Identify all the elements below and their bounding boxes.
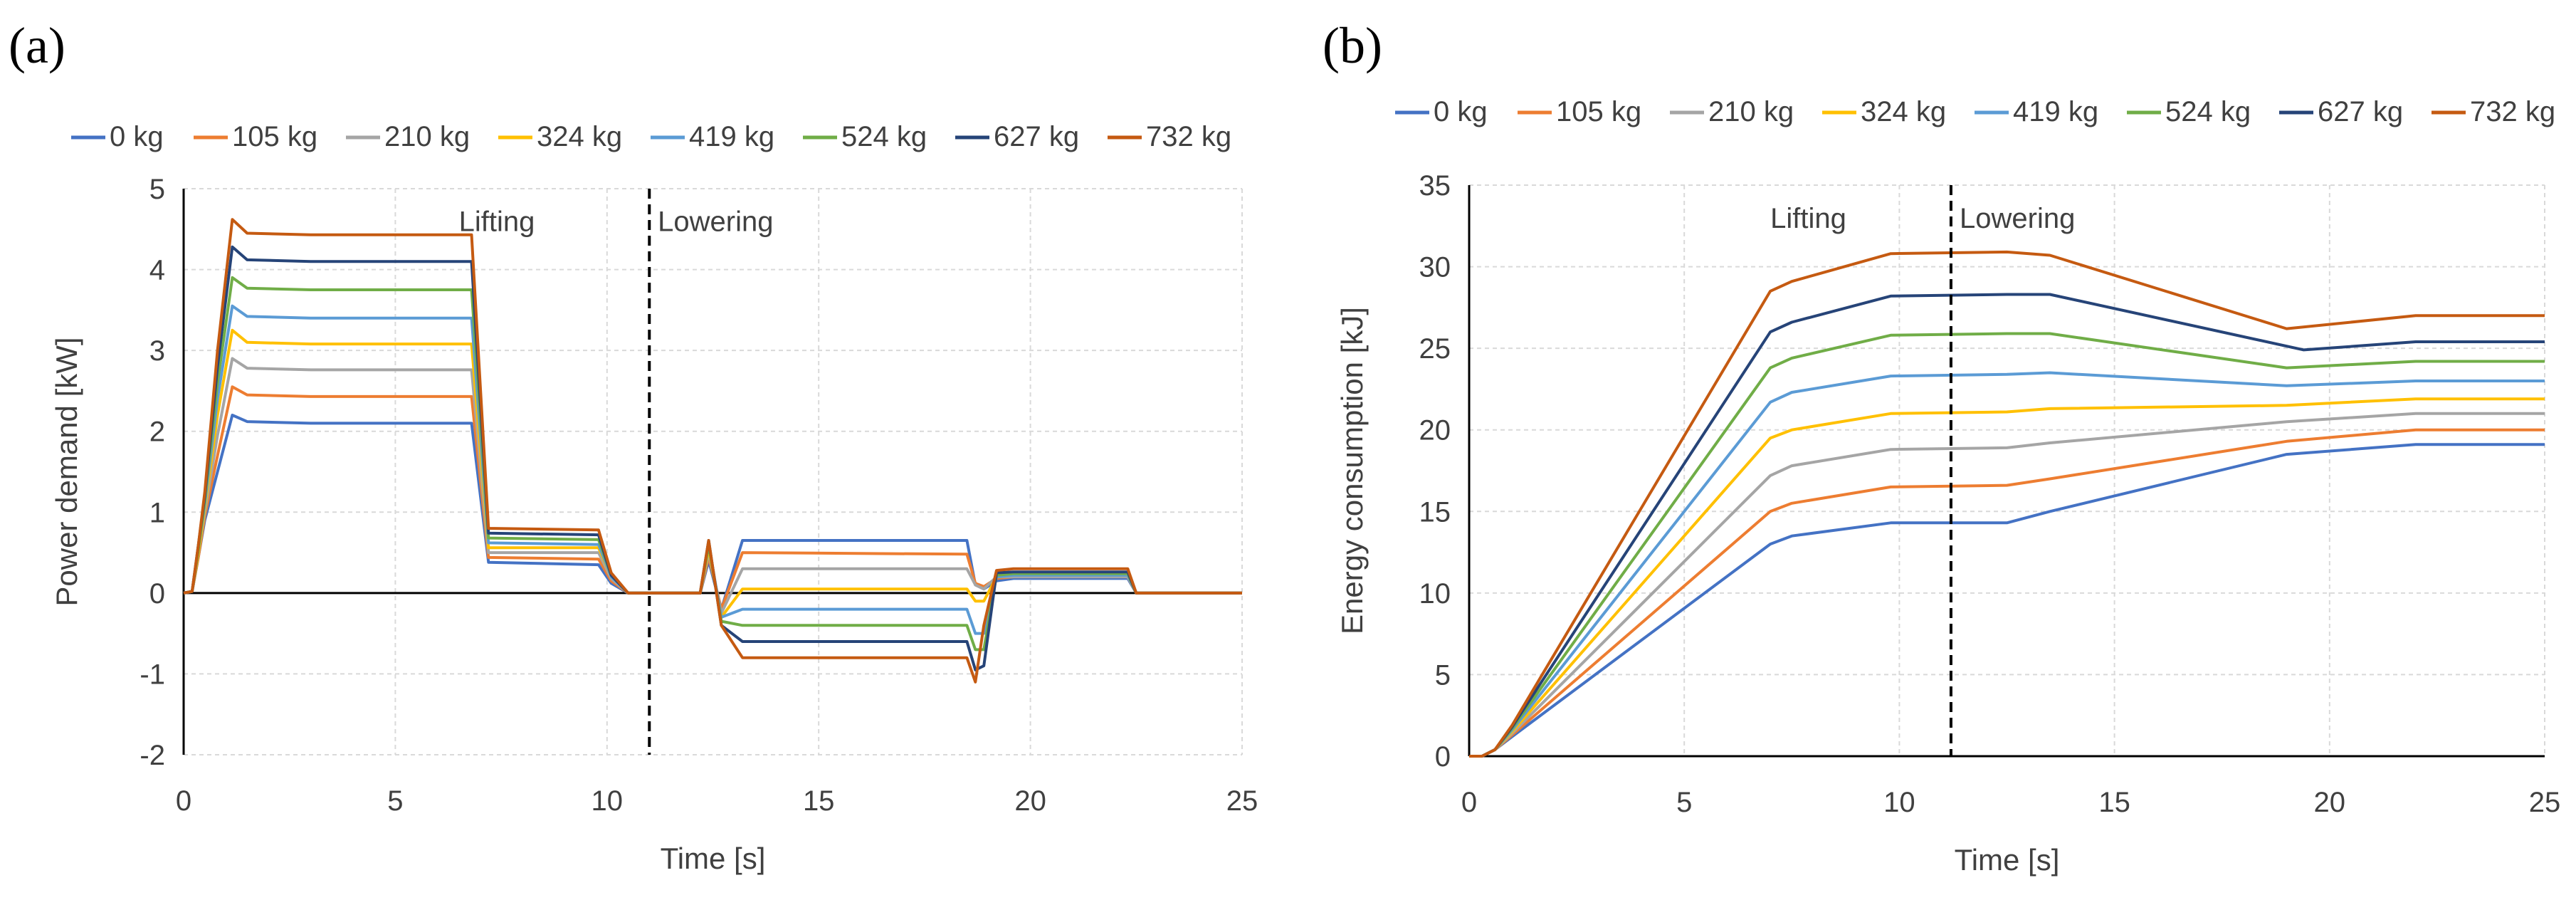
chart-a-legend: 0 kg 105 kg 210 kg 324 kg 419 kg 524 kg 627 kg… xyxy=(71,121,1231,152)
chart-a-ytick-label-0: -2 xyxy=(140,740,165,771)
chart-a-ytick-label-2: 0 xyxy=(149,578,165,610)
chart-a-line-627kg xyxy=(183,245,1242,671)
chart-a-ytick-label-6: 4 xyxy=(149,255,165,286)
chart-a-legend-label-2: 210 kg xyxy=(384,121,470,152)
chart-b-legend-label-0: 0 kg xyxy=(1434,96,1488,127)
chart-b-line-210kg xyxy=(1469,412,2545,758)
chart-a-xtick-label-4: 20 xyxy=(1014,785,1046,817)
panel-b-label: (b) xyxy=(1323,17,1382,74)
chart-b-legend-label-3: 324 kg xyxy=(1861,96,1946,127)
panel-a: (a) -2 -1 0 1 2 3 4 5 0 5 10 15 20 25 Time [s] Power de… xyxy=(9,17,1258,875)
chart-b-line-732kg xyxy=(1469,250,2545,758)
panel-a-label: (a) xyxy=(9,17,65,74)
chart-a-xtick-label-0: 0 xyxy=(176,785,191,817)
chart-a-ytick-label-4: 2 xyxy=(149,417,165,448)
chart-b-legend-label-1: 105 kg xyxy=(1556,96,1641,127)
chart-b-xtick-label-1: 5 xyxy=(1676,787,1692,818)
chart-b-ytick-label-1: 5 xyxy=(1435,659,1451,691)
chart-b-legend-label-6: 627 kg xyxy=(2318,96,2403,127)
chart-a-xtick-label-3: 15 xyxy=(803,785,835,817)
chart-a-annotation-1: Lowering xyxy=(658,206,773,237)
chart-b-legend-label-4: 419 kg xyxy=(2013,96,2098,127)
chart-b-xtick-label-5: 25 xyxy=(2529,787,2561,818)
chart-b-line-105kg xyxy=(1469,428,2545,758)
chart-a-ytick-label-7: 5 xyxy=(149,174,165,205)
chart-b-ytick-label-5: 25 xyxy=(1419,333,1451,365)
chart-a-xtick-label-2: 10 xyxy=(592,785,624,817)
chart-b-legend-label-2: 210 kg xyxy=(1708,96,1794,127)
chart-b-annotation-1: Lowering xyxy=(1960,203,2075,234)
chart-a-ytick-label-5: 3 xyxy=(149,335,165,367)
chart-a-legend-label-7: 732 kg xyxy=(1146,121,1231,152)
chart-a-line-732kg xyxy=(183,218,1242,684)
chart-b-xtick-label-2: 10 xyxy=(1883,787,1915,818)
chart-a-legend-label-3: 324 kg xyxy=(537,121,622,152)
chart-a-legend-label-4: 419 kg xyxy=(689,121,774,152)
chart-a-legend-label-5: 524 kg xyxy=(841,121,927,152)
chart-a-xtick-label-1: 5 xyxy=(387,785,403,817)
chart-a-series xyxy=(183,218,1242,684)
chart-a-line-419kg xyxy=(183,304,1242,635)
chart-a-legend-label-0: 0 kg xyxy=(110,121,164,152)
chart-b-grid xyxy=(1468,184,2545,757)
chart-b-legend: 0 kg 105 kg 210 kg 324 kg 419 kg 524 kg 627 kg… xyxy=(1395,96,2555,127)
chart-a-legend-label-6: 627 kg xyxy=(994,121,1079,152)
chart-a-ytick-label-1: -1 xyxy=(140,659,165,690)
chart-a-xlabel: Time [s] xyxy=(661,842,766,875)
chart-b-ytick-label-4: 20 xyxy=(1419,415,1451,446)
chart-a-grid xyxy=(183,188,1243,755)
chart-a-ytick-label-3: 1 xyxy=(149,497,165,528)
panel-b: (b) 0 5 10 15 20 25 30 35 0 5 10 15 20 25 Time [s] Ener… xyxy=(1323,17,2560,877)
chart-b-xtick-label-3: 15 xyxy=(2098,787,2130,818)
chart-b-xtick-label-4: 20 xyxy=(2314,787,2346,818)
chart-b-series xyxy=(1469,250,2545,758)
chart-b-ytick-label-3: 15 xyxy=(1419,496,1451,528)
chart-b-ytick-label-6: 30 xyxy=(1419,252,1451,283)
chart-b-line-0kg xyxy=(1469,443,2545,758)
chart-b-ylabel: Energy consumption [kJ] xyxy=(1335,307,1369,634)
chart-b-ytick-label-2: 10 xyxy=(1419,578,1451,610)
chart-a-legend-label-1: 105 kg xyxy=(232,121,317,152)
chart-b-ytick-label-0: 0 xyxy=(1435,741,1451,773)
chart-b-legend-label-7: 732 kg xyxy=(2470,96,2555,127)
chart-b-xlabel: Time [s] xyxy=(1955,843,2060,877)
chart-b-legend-label-5: 524 kg xyxy=(2165,96,2251,127)
chart-a-xtick-label-5: 25 xyxy=(1226,785,1258,817)
chart-a-annotation-0: Lifting xyxy=(459,206,535,237)
chart-a-ylabel: Power demand [kW] xyxy=(50,337,83,606)
chart-b-xtick-label-0: 0 xyxy=(1461,787,1477,818)
chart-b-ytick-label-7: 35 xyxy=(1419,170,1451,202)
chart-b-annotation-0: Lifting xyxy=(1770,203,1846,234)
